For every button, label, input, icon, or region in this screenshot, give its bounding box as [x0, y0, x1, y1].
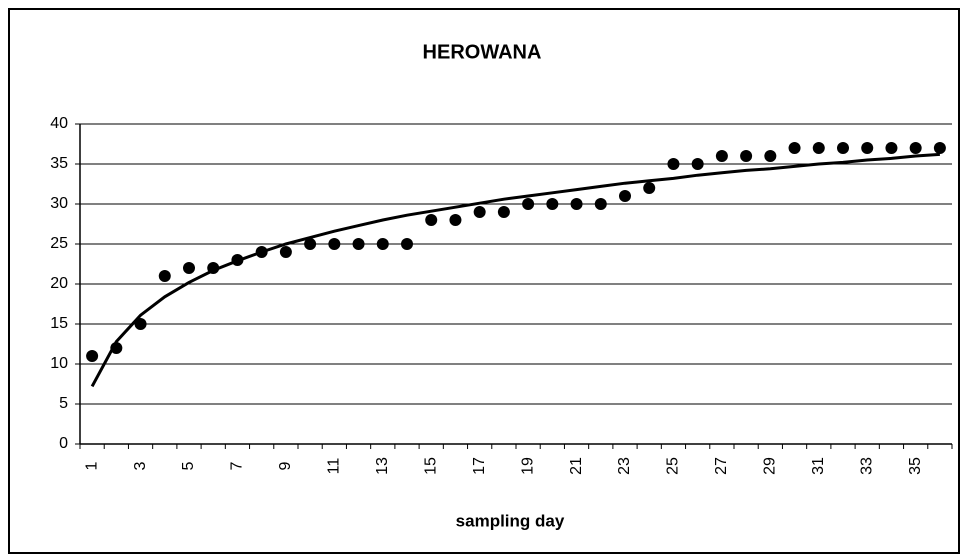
y-tick-label: 5: [59, 395, 68, 412]
x-tick-label: 23: [616, 457, 633, 475]
chart-title: HEROWANA: [423, 41, 542, 63]
data-point: [279, 246, 292, 258]
data-point: [473, 206, 486, 218]
data-point: [764, 150, 777, 162]
data-point: [691, 158, 704, 170]
y-tick-label: 15: [50, 315, 68, 332]
x-tick-label: 11: [326, 458, 343, 475]
data-point: [425, 214, 438, 226]
data-point: [861, 142, 874, 154]
y-tick-label: 30: [50, 195, 68, 212]
data-point: [328, 238, 341, 250]
trend-line: [90, 152, 940, 388]
data-point: [812, 142, 825, 154]
data-point: [134, 318, 147, 330]
data-point: [497, 206, 510, 218]
data-point: [86, 350, 99, 362]
data-point: [837, 142, 849, 154]
data-point: [933, 142, 946, 154]
data-point: [352, 238, 365, 250]
x-tick-label: 1: [83, 461, 100, 470]
x-tick-label: 7: [229, 461, 246, 470]
y-tick-label: 40: [50, 115, 68, 132]
x-tick-label: 9: [277, 461, 294, 470]
y-tick-label: 25: [50, 235, 68, 252]
y-tick-label: 0: [59, 435, 68, 452]
y-tick-label: 10: [50, 355, 68, 372]
data-point: [546, 198, 559, 210]
data-point: [594, 198, 607, 210]
data-point: [788, 142, 801, 154]
x-tick-label: 19: [519, 457, 536, 475]
x-tick-label: 21: [568, 457, 585, 475]
x-tick-label: 3: [132, 461, 149, 470]
data-point: [376, 238, 389, 250]
data-point: [715, 150, 728, 162]
data-point: [522, 198, 535, 210]
y-tick-label: 20: [50, 275, 68, 292]
data-point: [304, 238, 317, 250]
data-point: [158, 270, 171, 282]
x-tick-label: 29: [762, 457, 779, 475]
x-tick-label: 13: [374, 457, 391, 475]
data-point: [667, 158, 680, 170]
x-tick-label: 35: [907, 457, 924, 475]
x-axis-title: sampling day: [456, 511, 565, 530]
x-tick-label: 31: [810, 457, 827, 475]
data-point: [401, 238, 413, 250]
data-point: [183, 262, 195, 274]
data-point: [740, 150, 753, 162]
data-point: [643, 182, 656, 194]
data-point: [570, 198, 583, 210]
x-tick-label: 17: [471, 457, 488, 475]
data-point: [885, 142, 898, 154]
x-tick-label: 5: [180, 461, 197, 470]
data-point: [449, 214, 462, 226]
data-point: [909, 142, 922, 154]
x-tick-label: 15: [422, 457, 439, 475]
x-tick-label: 33: [858, 457, 875, 475]
y-tick-label: 35: [50, 155, 68, 172]
data-point: [619, 190, 631, 202]
x-tick-label: 25: [665, 457, 682, 475]
x-tick-label: 27: [713, 457, 730, 475]
